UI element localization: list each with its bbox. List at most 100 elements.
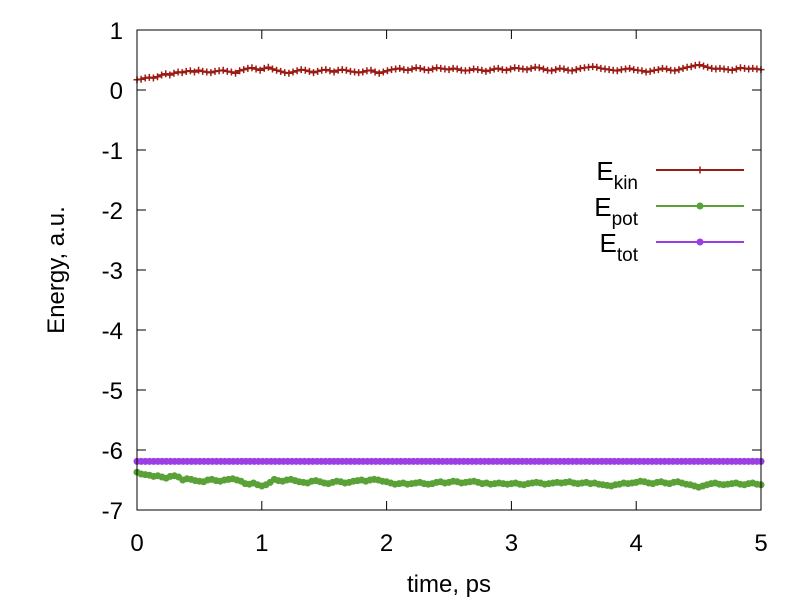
data-point [535,64,543,72]
data-point [285,69,293,77]
data-point [383,67,391,75]
y-tick-label: -1 [102,138,123,165]
data-point [695,61,703,69]
data-point [170,69,178,77]
data-point [552,66,560,74]
data-point [359,68,367,76]
data-point [654,66,662,74]
data-point [322,66,330,74]
data-point [293,67,301,75]
data-point [260,64,268,72]
y-tick-label: -2 [102,198,123,225]
data-point [424,66,432,74]
data-point [700,62,708,70]
x-tick-label: 1 [255,530,268,557]
data-point [568,67,576,75]
data-point [195,66,203,74]
y-tick-label: -4 [102,318,123,345]
legend-label-sub: pot [612,209,639,230]
data-point [539,65,547,73]
x-tick-label: 4 [630,530,643,557]
data-point [252,65,260,73]
data-point [671,67,679,75]
data-point [593,63,601,71]
legend-label-sub: kin [614,173,638,194]
data-point [375,69,383,77]
data-point [675,66,683,74]
data-point [379,68,387,76]
data-point [273,66,281,74]
data-point [301,66,309,74]
data-point [137,75,145,83]
legend-label-main: E [594,192,611,222]
data-point [240,66,248,74]
x-axis-label: time, ps [407,571,491,598]
data-point [256,66,264,74]
x-tick-label: 5 [754,530,767,557]
y-axis-label: Energy, a.u. [43,206,70,334]
data-point [478,66,486,74]
data-point [149,74,157,82]
series-tot [133,457,765,465]
data-point [663,65,671,73]
data-point [404,66,412,74]
data-point [326,67,334,75]
data-point [310,69,318,77]
legend-label-sub: tot [617,245,639,266]
data-point [638,67,646,75]
tick-labels: 0 1 2 3 4 5 1 0 -1 -2 -3 -4 -5 -6 -7 [102,18,768,557]
data-point [305,67,313,75]
data-point [507,65,515,73]
data-point [227,68,235,76]
series-pot [133,468,765,491]
data-point [523,66,531,74]
data-point [190,68,198,76]
data-point [408,65,416,73]
data-point [162,70,170,78]
data-point [330,68,338,76]
data-point [494,64,502,72]
legend-label: Etot [600,228,639,266]
legend-label-main: E [596,156,613,186]
y-tick-label: -5 [102,378,123,405]
data-point [486,66,494,74]
data-point [219,66,227,74]
data-point [277,67,285,75]
data-point [178,69,186,77]
data-point [268,65,276,73]
data-point [186,67,194,75]
data-point [314,67,322,75]
legend-item-kin: Ekin [596,156,744,194]
plot-area [133,61,765,491]
data-point [527,64,535,72]
y-tick-label: -3 [102,258,123,285]
y-tick-label: -6 [102,438,123,465]
y-tick-label: -7 [102,498,123,525]
plot-frame [136,29,762,511]
data-point [687,63,695,71]
data-point [466,66,474,74]
data-point [732,65,740,73]
data-point [445,66,453,74]
data-point [560,65,568,73]
data-point [416,64,424,72]
axis-ticks [136,29,762,511]
legend-swatch-marker [696,166,704,174]
data-point [371,68,379,76]
data-point [207,69,215,77]
data-point [248,64,256,72]
data-point [289,68,297,76]
legend-label: Epot [594,192,638,230]
y-tick-label: 0 [110,78,123,105]
legend-label: Ekin [596,156,638,194]
series-kin [133,61,765,84]
data-point [429,65,437,73]
data-point [236,67,244,75]
y-tick-label: 1 [110,18,123,45]
legend-swatch-marker [696,238,704,246]
data-point [453,65,461,73]
legend-swatch-marker [696,202,704,210]
data-point [396,64,404,72]
